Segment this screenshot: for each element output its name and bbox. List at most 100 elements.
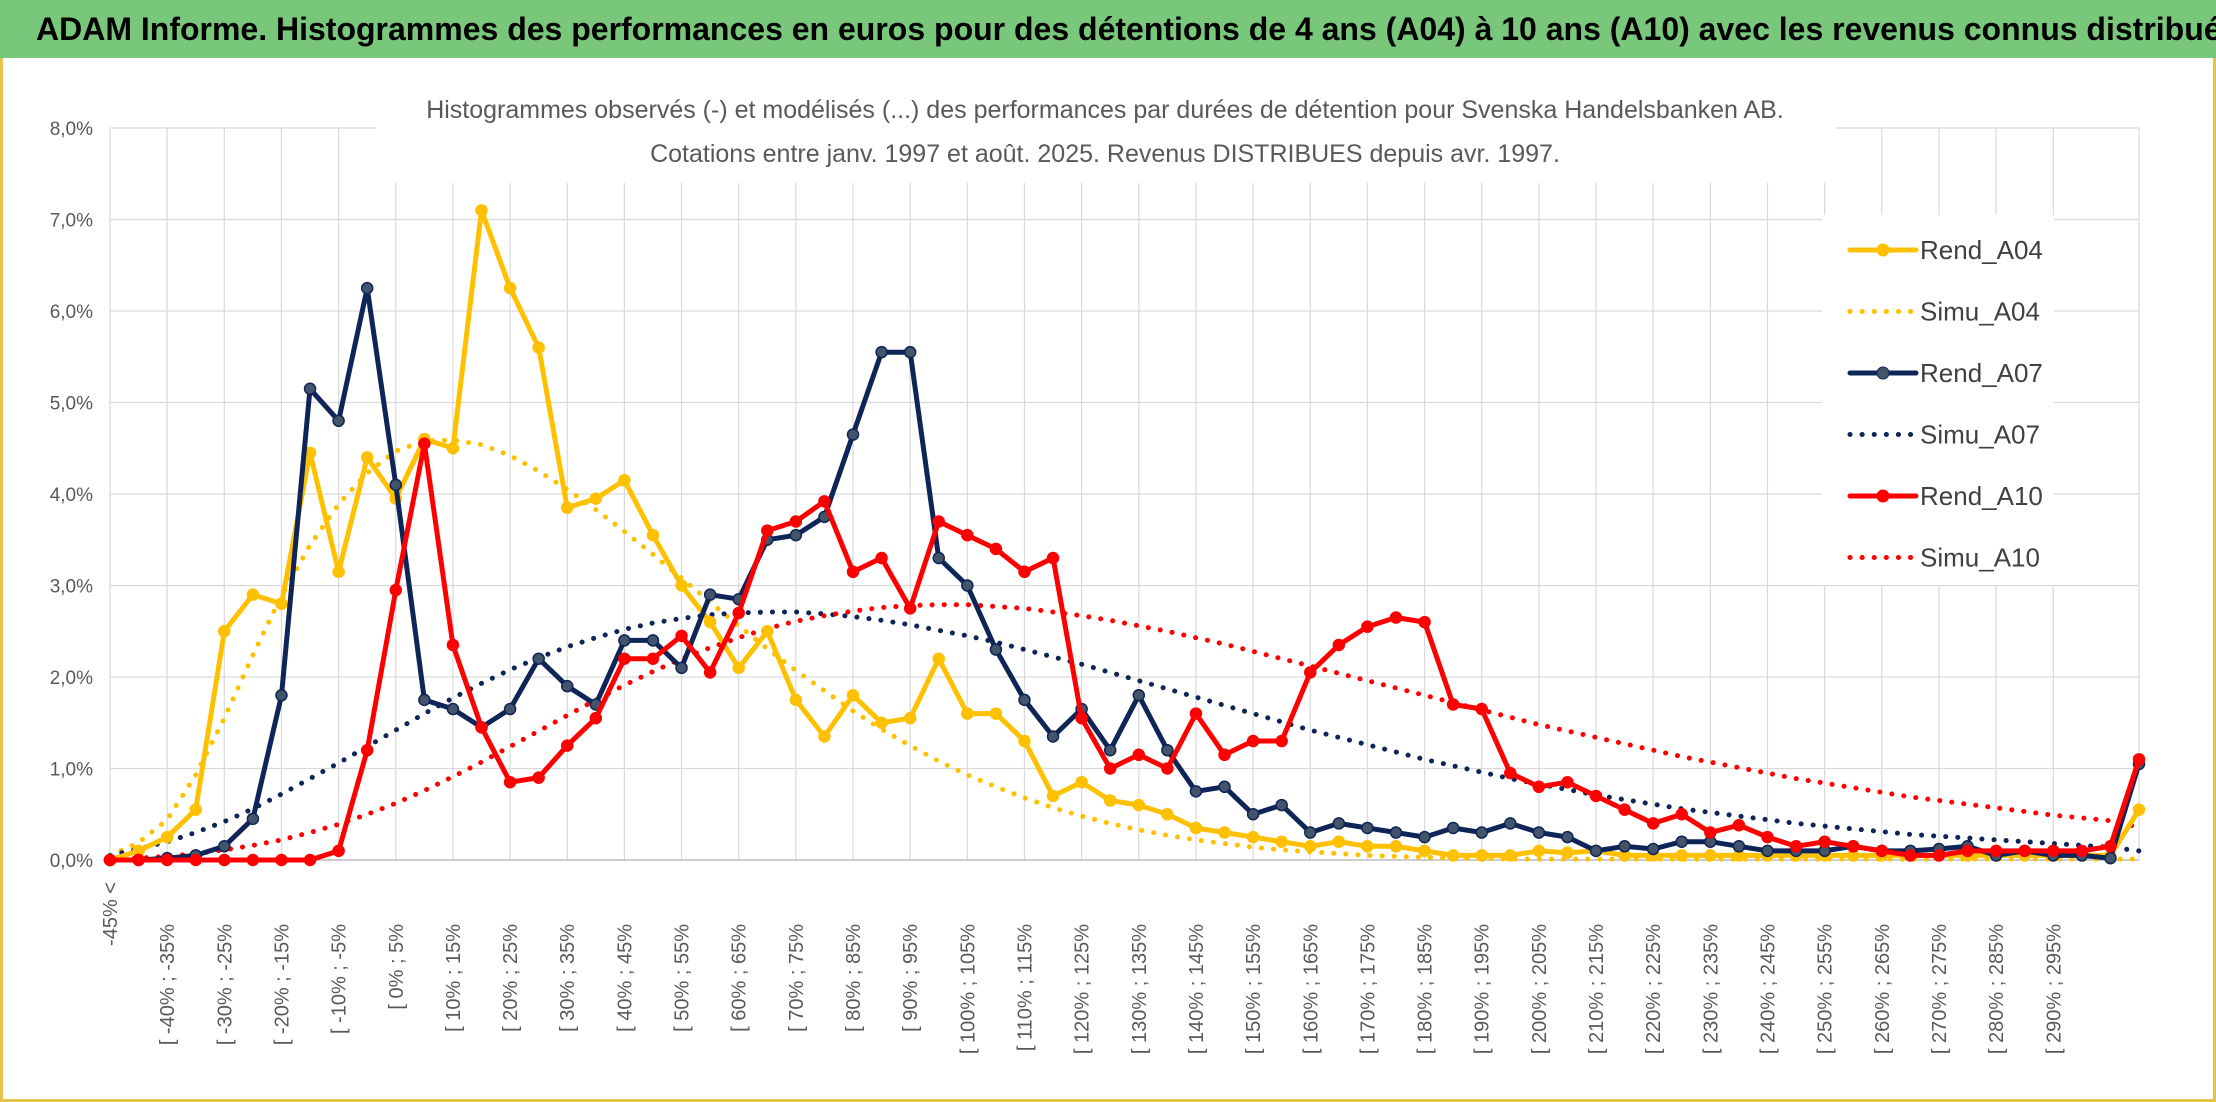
report-title-banner: ADAM Informe. Histogrammes des performan… — [0, 0, 2216, 58]
data-point — [1618, 803, 1631, 816]
data-point — [446, 638, 460, 652]
data-point — [1361, 620, 1374, 633]
data-point — [360, 451, 374, 464]
x-tick-label: [ 190% ; 195% — [1472, 924, 1494, 1054]
data-point — [246, 853, 260, 867]
data-point — [1389, 840, 1403, 853]
data-point — [275, 853, 288, 867]
data-point — [103, 853, 117, 867]
data-point — [1504, 817, 1517, 830]
data-point — [418, 693, 431, 707]
legend-label: Simu_A07 — [1920, 420, 2040, 450]
y-tick-label: 6,0% — [50, 302, 93, 323]
data-point — [1475, 702, 1488, 716]
data-point — [875, 716, 888, 729]
data-point — [1532, 844, 1546, 858]
data-point — [1561, 846, 1574, 859]
data-point — [360, 281, 374, 295]
data-point — [1075, 711, 1088, 725]
data-point — [1732, 818, 1746, 832]
data-point — [218, 840, 231, 853]
legend: Rend_A04 Simu_A04 Rend_A07 Simu_A07 Rend_A10… — [1847, 235, 2043, 573]
data-point — [618, 474, 631, 487]
y-tick-label: 2,0% — [50, 668, 93, 689]
data-point — [732, 661, 745, 675]
data-point — [1532, 780, 1546, 794]
data-point — [532, 652, 545, 665]
data-point — [703, 615, 717, 629]
data-point — [846, 565, 860, 579]
x-tick-label: [ 120% ; 125% — [1072, 924, 1094, 1054]
y-tick-label: 0,0% — [50, 851, 93, 872]
data-point — [1561, 775, 1574, 789]
data-point — [189, 803, 202, 816]
data-point — [218, 853, 231, 867]
data-point — [1904, 849, 1917, 862]
data-point — [1618, 840, 1631, 853]
data-point — [160, 853, 174, 867]
data-point — [360, 743, 374, 757]
data-point — [1304, 840, 1317, 853]
data-point — [818, 730, 831, 743]
data-point — [1361, 821, 1374, 835]
data-point — [503, 281, 517, 295]
data-point — [132, 853, 145, 867]
y-tick-label: 1,0% — [50, 760, 93, 781]
data-point — [532, 341, 545, 354]
data-point — [1761, 830, 1774, 844]
x-tick-label: [ 60% ; 65% — [729, 924, 751, 1032]
x-tick-label: [ 30% ; 35% — [557, 924, 579, 1032]
data-point — [1761, 844, 1774, 858]
x-tick-label: [ 90% ; 95% — [900, 924, 922, 1032]
data-point — [932, 515, 945, 528]
x-tick-label: [ 0% ; 5% — [386, 924, 408, 1010]
data-point — [1046, 730, 1060, 743]
x-tick-label: [ 10% ; 15% — [443, 924, 465, 1032]
legend-marker — [1876, 366, 1890, 380]
data-point — [1475, 826, 1488, 839]
data-point — [1446, 821, 1460, 835]
data-point — [1989, 844, 2003, 858]
data-point — [560, 679, 574, 693]
data-point — [989, 643, 1003, 656]
data-point — [989, 542, 1003, 556]
data-point — [503, 702, 517, 716]
x-tick-label: [ 260% ; 265% — [1872, 924, 1894, 1054]
x-tick-label: [ 70% ; 75% — [786, 924, 808, 1032]
x-tick-label: [ 140% ; 145% — [1186, 924, 1208, 1054]
data-point — [1446, 698, 1460, 711]
y-tick-label: 4,0% — [50, 485, 93, 506]
data-point — [1304, 826, 1317, 839]
data-point — [1132, 748, 1146, 762]
data-point — [1246, 830, 1260, 844]
data-point — [1332, 817, 1346, 830]
data-point — [761, 524, 774, 537]
y-axis-tick-labels: 0,0% 1,0% 2,0% 3,0% 4,0% 5,0% 6,0% 7,0% 8,0% — [50, 119, 93, 872]
x-tick-label: [ 180% ; 185% — [1415, 924, 1437, 1054]
data-point — [761, 625, 774, 638]
data-point — [2104, 840, 2117, 853]
data-point — [1218, 780, 1231, 794]
data-point — [332, 844, 345, 858]
data-point — [2132, 803, 2146, 816]
x-tick-label: [ 280% ; 285% — [1986, 924, 2008, 1054]
data-point — [846, 428, 860, 441]
data-point — [1875, 844, 1889, 858]
data-point — [475, 721, 488, 734]
data-point — [1961, 844, 1974, 858]
data-point — [875, 345, 888, 359]
data-point — [932, 551, 945, 565]
data-point — [675, 579, 688, 592]
data-point — [1818, 835, 1831, 848]
data-point — [1389, 611, 1403, 624]
data-point — [1389, 826, 1403, 839]
data-point — [1161, 743, 1174, 757]
data-point — [1646, 817, 1660, 830]
x-tick-label: [ 50% ; 55% — [672, 924, 694, 1032]
report-title: ADAM Informe. Histogrammes des performan… — [36, 10, 2216, 47]
x-tick-label: [ 220% ; 225% — [1643, 924, 1665, 1054]
data-point — [961, 707, 974, 720]
data-point — [1418, 844, 1431, 858]
data-point — [2104, 851, 2117, 865]
x-tick-label: [ -40% ; -35% — [157, 924, 179, 1045]
